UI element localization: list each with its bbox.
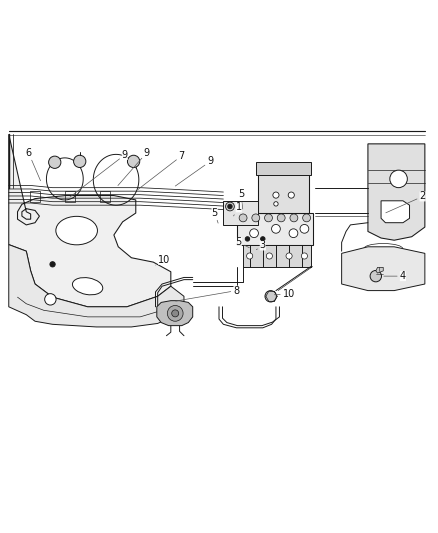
Circle shape xyxy=(274,201,278,206)
Text: 9: 9 xyxy=(70,150,128,197)
Bar xyxy=(30,191,40,201)
Circle shape xyxy=(245,237,250,241)
Text: 10: 10 xyxy=(155,255,170,265)
Ellipse shape xyxy=(72,278,103,295)
Circle shape xyxy=(167,305,183,321)
Polygon shape xyxy=(256,162,311,175)
Polygon shape xyxy=(368,144,425,240)
Bar xyxy=(298,246,307,255)
Text: 9: 9 xyxy=(118,148,150,185)
Text: 10: 10 xyxy=(274,289,295,298)
Circle shape xyxy=(370,270,381,282)
Circle shape xyxy=(290,214,298,222)
Ellipse shape xyxy=(56,216,97,245)
Text: 9: 9 xyxy=(175,156,213,186)
Bar xyxy=(263,246,272,255)
Polygon shape xyxy=(9,134,171,307)
Bar xyxy=(100,191,110,201)
Circle shape xyxy=(74,155,86,167)
Circle shape xyxy=(300,224,309,233)
Polygon shape xyxy=(342,247,425,290)
Polygon shape xyxy=(381,201,410,223)
Circle shape xyxy=(50,262,55,267)
Circle shape xyxy=(303,214,311,222)
Circle shape xyxy=(250,229,258,238)
Circle shape xyxy=(286,253,292,259)
Circle shape xyxy=(272,224,280,233)
Text: 3: 3 xyxy=(256,240,266,251)
Circle shape xyxy=(127,155,140,167)
Polygon shape xyxy=(223,201,258,225)
Circle shape xyxy=(273,192,279,198)
Text: 4: 4 xyxy=(384,271,406,281)
Circle shape xyxy=(288,192,294,198)
Circle shape xyxy=(49,156,61,168)
Circle shape xyxy=(390,170,407,188)
Bar xyxy=(245,246,255,255)
Bar xyxy=(280,246,290,255)
Circle shape xyxy=(247,253,253,259)
Circle shape xyxy=(265,290,276,302)
Circle shape xyxy=(45,294,56,305)
Circle shape xyxy=(266,253,272,259)
Circle shape xyxy=(289,229,298,238)
Circle shape xyxy=(252,214,260,222)
Circle shape xyxy=(172,310,179,317)
Text: 5: 5 xyxy=(238,189,244,209)
Polygon shape xyxy=(243,246,311,266)
Circle shape xyxy=(301,253,307,259)
Text: 5: 5 xyxy=(236,237,249,248)
Bar xyxy=(65,191,75,201)
Text: 5: 5 xyxy=(212,208,218,223)
Polygon shape xyxy=(258,171,309,213)
Circle shape xyxy=(261,237,265,241)
Text: 6: 6 xyxy=(25,148,41,181)
Text: 8: 8 xyxy=(176,286,240,301)
Circle shape xyxy=(226,202,234,211)
Polygon shape xyxy=(9,245,184,327)
Text: 2: 2 xyxy=(386,191,426,213)
Circle shape xyxy=(265,214,272,222)
Polygon shape xyxy=(376,268,383,273)
Circle shape xyxy=(228,204,232,209)
Text: 1: 1 xyxy=(233,203,242,216)
Polygon shape xyxy=(237,213,313,246)
Circle shape xyxy=(239,214,247,222)
Circle shape xyxy=(277,214,285,222)
Text: 7: 7 xyxy=(138,151,185,189)
Polygon shape xyxy=(157,301,193,326)
